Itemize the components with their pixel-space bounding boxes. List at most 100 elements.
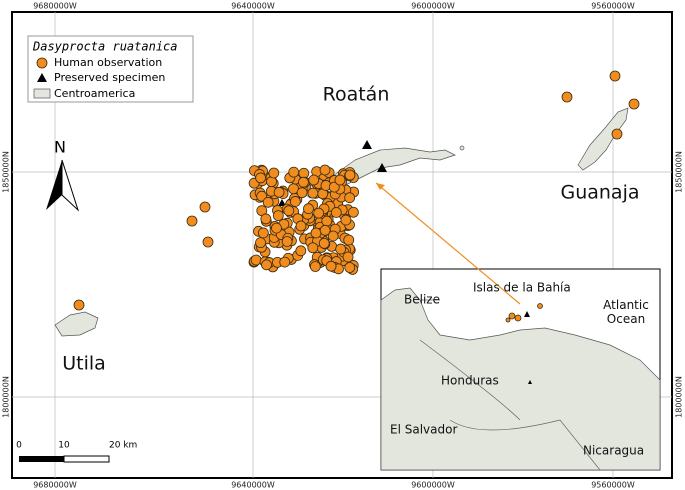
coord-label: 9560000W [591, 2, 635, 11]
cay [459, 145, 465, 151]
observation [340, 214, 352, 226]
observations [73, 70, 640, 311]
observation [310, 227, 322, 239]
coord-label: 1850000N [675, 151, 684, 193]
scale-label: 20 km [109, 441, 137, 451]
observation [288, 166, 300, 178]
observation [343, 234, 355, 246]
observation [321, 215, 333, 227]
observation [344, 169, 356, 181]
observation [327, 230, 339, 242]
inset-label: Nicaragua [583, 444, 644, 458]
observation [330, 207, 342, 218]
coord-label: 9640000W [231, 481, 275, 490]
observation [325, 260, 337, 272]
observation [262, 196, 274, 208]
north-label: N [54, 138, 66, 157]
observation [628, 98, 640, 110]
preserved-specimen [278, 199, 286, 206]
legend-symbol [37, 73, 47, 82]
observation [281, 236, 293, 247]
observation [260, 213, 272, 225]
observation [295, 245, 307, 257]
observation [298, 176, 309, 188]
inset-label: El Salvador [390, 423, 457, 437]
coord-label: 1800000N [2, 376, 11, 418]
observation [344, 262, 356, 273]
observation [202, 236, 214, 248]
observation [295, 220, 307, 232]
observation [309, 261, 321, 272]
preserved-specimen [362, 140, 372, 149]
observation [319, 224, 331, 236]
legend-label: Centroamerica [54, 87, 135, 100]
guanaja-island [577, 107, 629, 171]
observation [342, 251, 354, 263]
observation [199, 201, 211, 213]
preserved-specimen [377, 163, 387, 172]
scale-label: 10 [58, 441, 70, 451]
place-label: Guanaja [560, 182, 639, 204]
observation [308, 174, 320, 186]
coord-label: 9680000W [33, 2, 77, 11]
observation [303, 203, 314, 215]
observation [250, 254, 262, 266]
observation [73, 299, 85, 311]
observation [279, 256, 291, 268]
observation [335, 243, 347, 255]
observation [255, 237, 266, 249]
scale-bar [63, 455, 110, 463]
observation [318, 237, 330, 249]
scale-label: 0 [16, 441, 22, 451]
legend [27, 35, 194, 103]
coord-label: 1800000N [675, 376, 684, 418]
inset-map [380, 268, 661, 471]
utila-island [54, 311, 99, 337]
inset-label: Atlantic Ocean [603, 298, 649, 326]
observation [344, 192, 356, 204]
inset-pointer [375, 182, 521, 305]
observation [609, 70, 621, 82]
arrow-head [376, 183, 385, 190]
observation [319, 164, 331, 176]
coord-label: 9560000W [591, 481, 635, 490]
observation [307, 187, 319, 199]
observation [289, 196, 301, 207]
observation [611, 128, 623, 140]
legend-title: Dasyprocta ruatanica [32, 40, 178, 54]
coord-label: 1850000N [2, 151, 11, 193]
coord-label: 9600000W [411, 2, 455, 11]
observation [313, 207, 325, 219]
observation [283, 205, 295, 217]
observation [328, 181, 340, 193]
legend-label: Human observation [54, 56, 162, 69]
coord-label: 9640000W [231, 2, 275, 11]
observation [561, 91, 573, 103]
observation [271, 222, 282, 234]
observation [268, 167, 280, 179]
inset-label: Islas de la Bahía [473, 281, 571, 295]
observation [334, 174, 346, 186]
observation [296, 187, 308, 199]
coord-label: 9600000W [411, 481, 455, 490]
inset-label: Belize [404, 293, 440, 307]
place-label: Roatán [323, 84, 390, 106]
observation [257, 227, 269, 239]
place-label: Utila [62, 353, 106, 375]
observation [273, 186, 285, 198]
observation [272, 210, 284, 222]
observation [347, 206, 359, 218]
inset-label: Honduras [441, 374, 499, 388]
coord-label: 9680000W [33, 481, 77, 490]
observation [255, 172, 267, 184]
observation [261, 259, 272, 271]
legend-symbol [36, 57, 48, 69]
legend-symbol [33, 88, 51, 99]
scale-bar [19, 456, 64, 462]
observation [307, 242, 319, 254]
observation [298, 167, 310, 179]
north-arrow [61, 159, 80, 212]
